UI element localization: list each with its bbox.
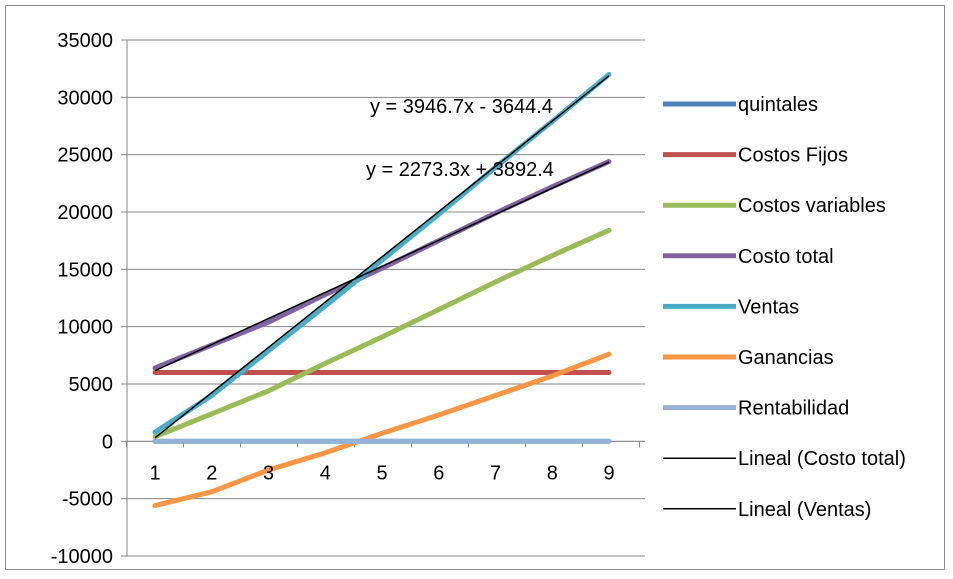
- trendline-costo-total: [154, 161, 610, 372]
- trendline-ventas: [154, 75, 610, 439]
- legend-label: Costo total: [738, 246, 834, 268]
- y-tick-label: -5000: [62, 489, 113, 511]
- y-tick-label: 15000: [57, 259, 113, 281]
- y-tick-label: 5000: [69, 374, 114, 396]
- x-tick-label: 9: [603, 462, 614, 484]
- series-line-ganancias: [152, 351, 612, 509]
- legend-label: Costos Fijos: [738, 145, 848, 167]
- y-tick-label: 0: [102, 431, 113, 453]
- legend-label: quintales: [738, 94, 818, 116]
- legend-label: Lineal (Ventas): [738, 499, 871, 521]
- legend-label: Ventas: [738, 296, 799, 318]
- y-tick-label: 20000: [57, 202, 113, 224]
- series-line-costos-variables: [152, 227, 612, 440]
- chart-area: [5, 5, 945, 570]
- y-tick-label: 10000: [57, 317, 113, 339]
- x-tick-label: 1: [149, 462, 160, 484]
- y-tick-label: 30000: [57, 87, 113, 109]
- x-tick-label: 3: [263, 462, 274, 484]
- legend: quintales Costos Fijos Costos variables Cos…: [663, 94, 906, 521]
- x-tick-label: 8: [547, 462, 558, 484]
- legend-label: Lineal (Costo total): [738, 448, 906, 470]
- x-tick-label: 2: [206, 462, 217, 484]
- x-tick-label: 5: [376, 462, 387, 484]
- y-tick-label: 25000: [57, 145, 113, 167]
- x-tick-label: 4: [320, 462, 331, 484]
- tick-labels: -10000 -5000 0 5000 10000 15000 20000 25000 3000…: [51, 30, 615, 568]
- trendline-equation: y = 2273.3x + 3892.4: [366, 159, 554, 181]
- x-tick-label: 7: [490, 462, 501, 484]
- legend-label: Costos variables: [738, 195, 886, 217]
- gridlines: [127, 39, 645, 557]
- legend-label: Rentabilidad: [738, 398, 849, 420]
- x-tick-label: 6: [433, 462, 444, 484]
- trendline-equation: y = 3946.7x - 3644.4: [370, 96, 553, 118]
- series-line-costo-total: [152, 159, 612, 371]
- legend-label: Ganancias: [738, 347, 834, 369]
- plot-lines: [152, 71, 612, 509]
- y-tick-label: -10000: [51, 546, 113, 568]
- y-tick-label: 35000: [57, 30, 113, 52]
